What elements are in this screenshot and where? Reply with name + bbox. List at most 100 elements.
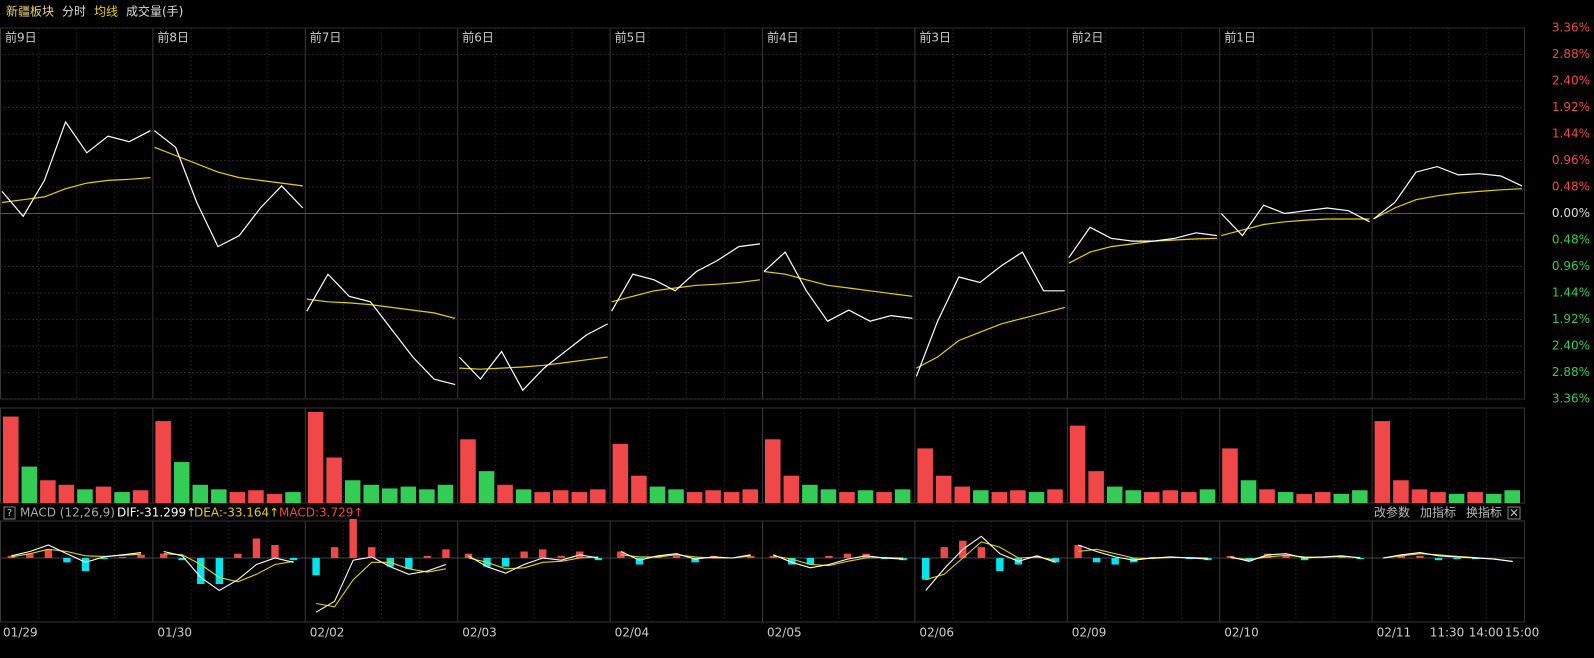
y-tick-label: 3.36% [1552,21,1590,35]
volume-bar [437,484,454,503]
button[interactable]: 换指标 [1466,505,1502,520]
button[interactable]: 加指标 [1420,505,1456,520]
macd-header: ? MACD (12,26,9) DIF:-31.299↑ DEA:-33.16… [3,505,1521,520]
help-box[interactable] [3,506,16,520]
toolbar-item[interactable]: 分时 [62,5,86,19]
macd-bar [1300,558,1309,561]
macd-bar [1204,558,1212,561]
close-box[interactable] [1507,506,1521,520]
dif-line [620,551,751,561]
volume-bar [935,475,952,503]
price-line [611,243,761,312]
volume-bar [1448,493,1465,503]
macd-bar [977,547,986,558]
price-line [1373,165,1523,220]
volume-bar [839,492,855,503]
macd-bar [44,549,53,558]
time-label: 15:00 [1505,626,1540,640]
volume-bar [363,484,379,503]
macd-bar [1453,558,1461,560]
y-tick-label: 0.48% [1552,233,1590,247]
macd-bar [501,558,510,567]
avg-line [763,270,913,297]
volume-bar [326,457,342,503]
volume-bar [173,462,190,503]
date-label: 02/11 [1377,626,1412,640]
volume-bar [95,486,112,503]
button[interactable]: 改参数 [1374,505,1410,520]
macd-bar [26,553,34,558]
macd-bar [538,549,547,558]
volume-bar [229,492,246,503]
volume-bar [723,492,740,503]
volume-bar [649,486,666,503]
macd-bar [594,558,603,561]
price-line [306,273,456,386]
macd-bar [843,553,852,558]
close[interactable]: × [1509,506,1519,520]
macd-bar [1356,558,1365,560]
dif-line [1230,553,1361,562]
macd-bar [81,558,90,571]
volume-bar [631,475,647,503]
macd-bar [1282,554,1290,558]
macd-bar [1416,555,1424,558]
volume-bar [820,489,837,503]
macd-bar [312,558,320,576]
macd-bar [1263,553,1272,558]
dea-line [163,553,294,583]
date-label: 02/09 [1072,626,1107,640]
volume-bar [1010,490,1026,503]
macd-bar [617,551,625,558]
volume-bar [1181,492,1197,503]
help[interactable]: ? [7,508,12,519]
toolbar-item[interactable]: 均线 [94,5,118,19]
volume-bar [1125,490,1141,503]
volume-bar [571,492,588,503]
macd-bar [635,558,644,565]
macd-bar [788,558,796,565]
volume-bar [612,443,629,503]
volume-bar [382,488,398,503]
dif-line [468,554,599,574]
date-label: 01/30 [157,626,192,640]
date-label: 02/03 [462,626,497,640]
volume-bar [1222,448,1238,503]
macd-bar [137,554,145,558]
volume-bar [515,489,532,503]
volume-bar [1430,492,1446,503]
volume-bar [1047,489,1063,503]
volume-bar [1088,471,1104,503]
volume-bar [497,484,513,503]
day-label: 前7日 [310,30,342,45]
volume-bar [783,475,800,503]
volume-bar [1240,480,1257,503]
dea-line [468,556,599,570]
volume-bar [742,489,758,503]
macd-label: MACD:3.729↑ [279,506,363,520]
volume-bar [765,439,781,503]
volume-bar [857,490,874,503]
avg-line [1373,188,1523,220]
volume-bar [1199,489,1216,503]
date-label: 02/06 [919,626,954,640]
y-tick-label: 1.44% [1552,286,1590,300]
volume-bar [1333,493,1350,503]
day-label: 前8日 [157,30,189,45]
macd-bar [63,558,71,563]
price-line [1220,204,1370,237]
volume-bar [973,490,989,503]
volume-bar [285,492,301,503]
macd-bar [178,558,186,561]
volume-bar [58,484,75,503]
volume-bar [894,489,911,503]
macd-bar [349,519,357,558]
volume-bar [590,489,606,503]
toolbar-item[interactable]: 新疆板块 [6,4,54,19]
macd-bar [234,553,242,558]
macd-bar [921,558,930,580]
macd-bar [1074,545,1082,558]
toolbar-item[interactable]: 成交量(手) [126,4,183,19]
day-label: 前6日 [462,30,494,45]
